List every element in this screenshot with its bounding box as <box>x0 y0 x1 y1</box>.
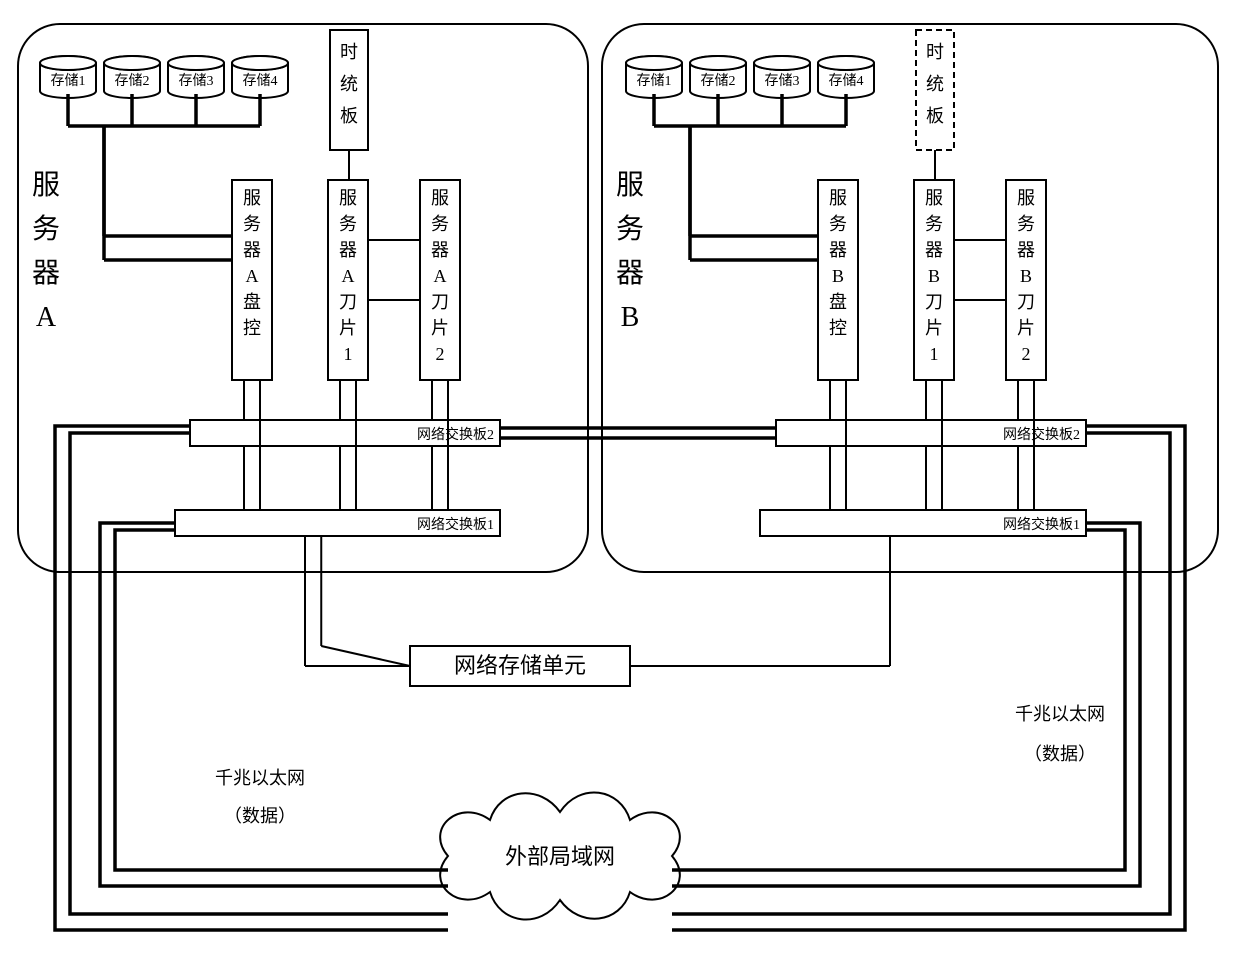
storage-icon: 存储2 <box>690 56 746 98</box>
svg-text:（数据）: （数据） <box>1024 744 1096 764</box>
storage-icon: 存储3 <box>168 56 224 98</box>
svg-text:存储4: 存储4 <box>243 73 278 89</box>
network-diagram: 服务器A时统板服务器A盘控服务器A刀片1服务器A刀片2网络交换板2网络交换板1存… <box>0 0 1240 964</box>
svg-text:（数据）: （数据） <box>224 806 296 826</box>
server-title: 服务器A <box>32 170 60 333</box>
svg-text:网络存储单元: 网络存储单元 <box>454 653 586 678</box>
cloud-icon: 外部局域网 <box>440 792 680 919</box>
storage-icon: 存储1 <box>40 56 96 98</box>
svg-text:千兆以太网: 千兆以太网 <box>1015 704 1105 724</box>
svg-text:存储4: 存储4 <box>829 73 864 89</box>
storage-icon: 存储4 <box>232 56 288 98</box>
storage-icon: 存储4 <box>818 56 874 98</box>
timing-board-label: 时统板 <box>926 42 944 126</box>
storage-icon: 存储1 <box>626 56 682 98</box>
blade-label: 服务器A刀片2 <box>431 188 449 364</box>
storage-icon: 存储3 <box>754 56 810 98</box>
server-title: 服务器B <box>616 170 644 333</box>
svg-text:千兆以太网: 千兆以太网 <box>215 768 305 788</box>
blade-label: 服务器A刀片1 <box>339 188 357 364</box>
svg-text:存储1: 存储1 <box>637 73 672 89</box>
server-group: 服务器A时统板服务器A盘控服务器A刀片1服务器A刀片2网络交换板2网络交换板1 <box>18 24 588 572</box>
svg-text:网络交换板2: 网络交换板2 <box>417 426 494 443</box>
svg-text:存储1: 存储1 <box>51 73 86 89</box>
svg-text:网络交换板2: 网络交换板2 <box>1003 426 1080 443</box>
storage-icon: 存储2 <box>104 56 160 98</box>
svg-text:存储3: 存储3 <box>179 73 214 89</box>
svg-text:网络交换板1: 网络交换板1 <box>1003 516 1080 533</box>
svg-text:存储3: 存储3 <box>765 73 800 89</box>
svg-text:存储2: 存储2 <box>701 73 736 89</box>
timing-board-label: 时统板 <box>340 42 358 126</box>
server-group: 服务器B时统板服务器B盘控服务器B刀片1服务器B刀片2网络交换板2网络交换板1 <box>602 24 1218 572</box>
svg-text:外部局域网: 外部局域网 <box>505 844 615 869</box>
svg-text:存储2: 存储2 <box>115 73 150 89</box>
svg-text:网络交换板1: 网络交换板1 <box>417 516 494 533</box>
